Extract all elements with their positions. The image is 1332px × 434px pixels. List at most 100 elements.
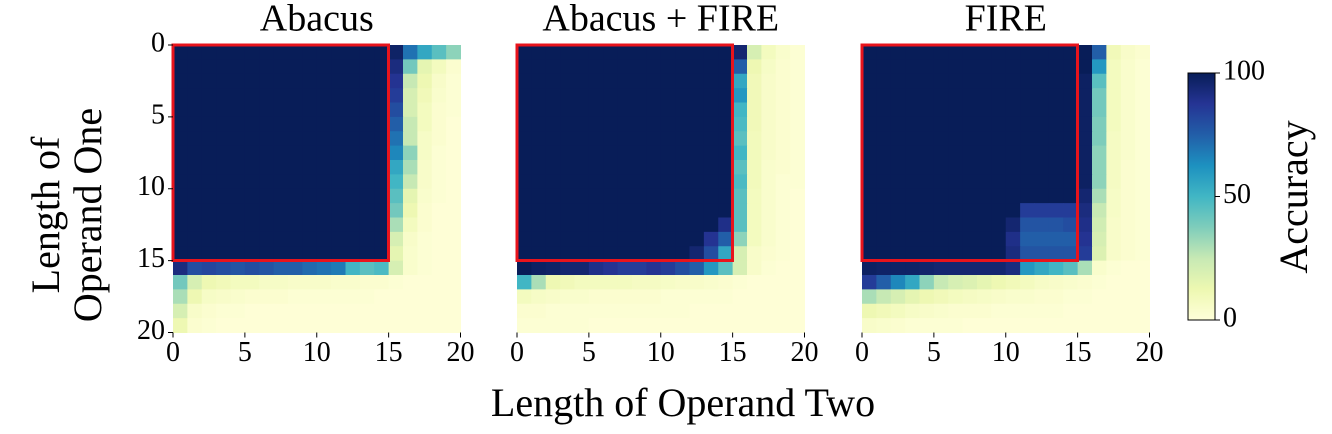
heatmap-cell — [273, 116, 289, 132]
heatmap-cell — [919, 88, 935, 103]
heatmap-cell — [560, 45, 575, 60]
heatmap-cell — [417, 102, 433, 118]
heatmap-cell — [403, 217, 418, 233]
heatmap-cell — [388, 188, 404, 204]
heatmap-cell — [933, 160, 949, 175]
heatmap-cell — [660, 303, 676, 319]
heatmap-cell — [919, 318, 935, 333]
heatmap-cell — [359, 203, 375, 218]
heatmap-cell — [1048, 131, 1064, 147]
heatmap-cell — [316, 88, 332, 103]
heatmap-cell — [517, 203, 532, 218]
heatmap-cell — [1034, 145, 1050, 161]
heatmap-cell — [732, 260, 748, 276]
heatmap-cell — [718, 73, 734, 89]
heatmap-cell — [890, 246, 906, 262]
heatmap-cell — [890, 160, 906, 175]
y-axis-label: Operand One — [65, 108, 110, 322]
heatmap-cell — [790, 88, 805, 103]
heatmap-cell — [173, 59, 188, 75]
heatmap-cell — [933, 275, 949, 290]
heatmap-cell — [316, 203, 332, 218]
heatmap-cell — [1063, 303, 1079, 319]
heatmap-cell — [632, 246, 647, 262]
heatmap-cell — [446, 160, 461, 175]
heatmap-cell — [417, 45, 433, 60]
heatmap-cell — [517, 59, 532, 75]
heatmap-cell — [1063, 231, 1079, 247]
heatmap-cell — [775, 88, 791, 103]
heatmap-cell — [273, 275, 289, 290]
heatmap-cell — [345, 275, 361, 290]
heatmap-cell — [230, 88, 246, 103]
heatmap-cell — [302, 102, 318, 118]
heatmap-cell — [244, 174, 260, 190]
heatmap-cell — [574, 303, 590, 319]
heatmap-cell — [862, 145, 877, 161]
heatmap-cell — [173, 303, 188, 319]
heatmap-cell — [933, 145, 949, 161]
heatmap-cell — [1048, 174, 1064, 190]
heatmap-cell — [1135, 59, 1150, 75]
heatmap-cell — [890, 275, 906, 290]
heatmap-cell — [689, 174, 705, 190]
heatmap-cell — [675, 188, 690, 204]
heatmap-cell — [417, 88, 433, 103]
heatmap-cell — [417, 73, 433, 89]
heatmap-cell — [933, 260, 949, 276]
heatmap-cell — [1106, 303, 1122, 319]
heatmap-cell — [374, 289, 390, 305]
heatmap-cell — [919, 145, 935, 161]
heatmap-cell — [962, 188, 978, 204]
heatmap-cell — [230, 73, 246, 89]
heatmap-cell — [703, 246, 719, 262]
heatmap-cell — [1005, 260, 1021, 276]
heatmap-cell — [890, 303, 906, 319]
heatmap-cell — [230, 160, 246, 175]
heatmap-cell — [747, 289, 762, 305]
heatmap-cell — [446, 318, 461, 333]
heatmap-cell — [747, 73, 762, 89]
heatmap-cell — [273, 131, 289, 147]
heatmap-cell — [732, 131, 748, 147]
heatmap-cell — [1048, 203, 1064, 218]
heatmap-cell — [948, 174, 964, 190]
heatmap-cell — [1063, 88, 1079, 103]
heatmap-cell — [216, 188, 231, 204]
heatmap-cell — [1034, 231, 1050, 247]
heatmap-cell — [646, 289, 662, 305]
heatmap-cell — [689, 260, 705, 276]
heatmap-cell — [1077, 275, 1093, 290]
heatmap-cell — [446, 203, 461, 218]
heatmap-cell — [388, 275, 404, 290]
heatmap-cell — [632, 231, 647, 247]
heatmap-cell — [230, 275, 246, 290]
heatmap-cell — [316, 289, 332, 305]
heatmap-cell — [675, 303, 690, 319]
heatmap-cell — [675, 231, 690, 247]
heatmap-cell — [646, 246, 662, 262]
heatmap-cell — [1120, 45, 1136, 60]
heatmap-cell — [1120, 145, 1136, 161]
heatmap-cell — [962, 246, 978, 262]
heatmap-cell — [617, 131, 633, 147]
heatmap-cell — [905, 88, 920, 103]
heatmap-cell — [617, 260, 633, 276]
heatmap-cell — [331, 131, 346, 147]
heatmap-cell — [588, 188, 604, 204]
heatmap-cell — [646, 145, 662, 161]
heatmap-cell — [890, 45, 906, 60]
heatmap-cell — [1106, 102, 1122, 118]
heatmap-cell — [273, 59, 289, 75]
heatmap-cell — [1063, 275, 1079, 290]
heatmap-cell — [646, 88, 662, 103]
heatmap-cell — [1135, 246, 1150, 262]
heatmap-cell — [259, 188, 275, 204]
heatmap-cell — [244, 260, 260, 276]
heatmap-cell — [1077, 116, 1093, 132]
heatmap-cell — [244, 289, 260, 305]
heatmap-cell — [703, 174, 719, 190]
heatmap-cell — [187, 160, 203, 175]
heatmap-cell — [603, 88, 619, 103]
heatmap-cell — [560, 88, 575, 103]
